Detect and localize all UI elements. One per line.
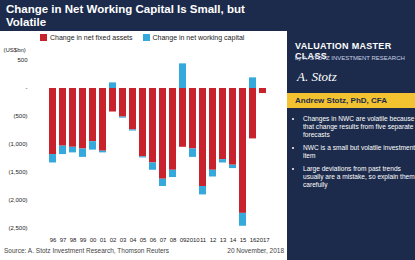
html-text:by A. STOTZ INVESTMENT RESEARC: by A. STOTZ INVESTMENT RESEARCH bbox=[295, 55, 405, 61]
html-text:Andrew Stotz, PhD, CFA: Andrew Stotz, PhD, CFA bbox=[295, 96, 387, 105]
svg-text:16: 16 bbox=[249, 236, 257, 243]
html-text:NWC is a small but volatile in: NWC is a small but volatile investment i… bbox=[303, 144, 415, 159]
svg-text:15: 15 bbox=[240, 237, 247, 243]
svg-text:01: 01 bbox=[100, 237, 107, 243]
html-text:Change in net working capital: Change in net working capital bbox=[152, 34, 245, 41]
svg-text:(1,500): (1,500) bbox=[8, 169, 27, 175]
html-text:20 November, 2018: 20 November, 2018 bbox=[227, 247, 284, 254]
svg-text:06: 06 bbox=[150, 237, 157, 243]
svg-text:02: 02 bbox=[110, 237, 117, 243]
svg-text:-: - bbox=[26, 85, 28, 91]
svg-text:2010: 2010 bbox=[186, 237, 200, 243]
html-text:Change in Net Working Capital: Change in Net Working Capital Is Small, … bbox=[6, 3, 245, 28]
svg-text:12: 12 bbox=[210, 237, 217, 243]
svg-text:08: 08 bbox=[170, 237, 177, 243]
html-text:Large deviations from past tre: Large deviations from past trends usuall… bbox=[303, 165, 415, 188]
svg-text:05: 05 bbox=[140, 237, 147, 243]
svg-text:14: 14 bbox=[230, 237, 237, 243]
svg-text:11: 11 bbox=[200, 237, 207, 243]
svg-text:(2,500): (2,500) bbox=[8, 225, 27, 231]
svg-text:07: 07 bbox=[160, 237, 167, 243]
svg-text:500: 500 bbox=[17, 57, 28, 63]
svg-text:03: 03 bbox=[120, 237, 127, 243]
svg-text:(2,000): (2,000) bbox=[8, 197, 27, 203]
svg-text:(US$bn): (US$bn) bbox=[4, 47, 26, 53]
svg-text:(500): (500) bbox=[13, 113, 27, 119]
svg-text:97: 97 bbox=[60, 237, 67, 243]
svg-text:2017: 2017 bbox=[256, 237, 270, 243]
svg-text:96: 96 bbox=[50, 237, 57, 243]
svg-text:09: 09 bbox=[179, 236, 187, 243]
svg-text:13: 13 bbox=[220, 237, 227, 243]
svg-text:04: 04 bbox=[130, 237, 137, 243]
svg-text:99: 99 bbox=[80, 237, 87, 243]
html-text:Changes in NWC are volatile be: Changes in NWC are volatile because that… bbox=[303, 115, 415, 138]
html-text:A. Stotz: A. Stotz bbox=[297, 69, 337, 84]
svg-text:00: 00 bbox=[90, 237, 97, 243]
svg-text:(1,000): (1,000) bbox=[8, 141, 27, 147]
html-text:VALUATION MASTER CLASS: VALUATION MASTER CLASS bbox=[295, 41, 392, 61]
html-text:Source: A. Stotz Investment Re: Source: A. Stotz Investment Research, Th… bbox=[4, 247, 169, 254]
html-text:Change in net fixed assets: Change in net fixed assets bbox=[50, 34, 133, 41]
svg-text:98: 98 bbox=[70, 237, 77, 243]
